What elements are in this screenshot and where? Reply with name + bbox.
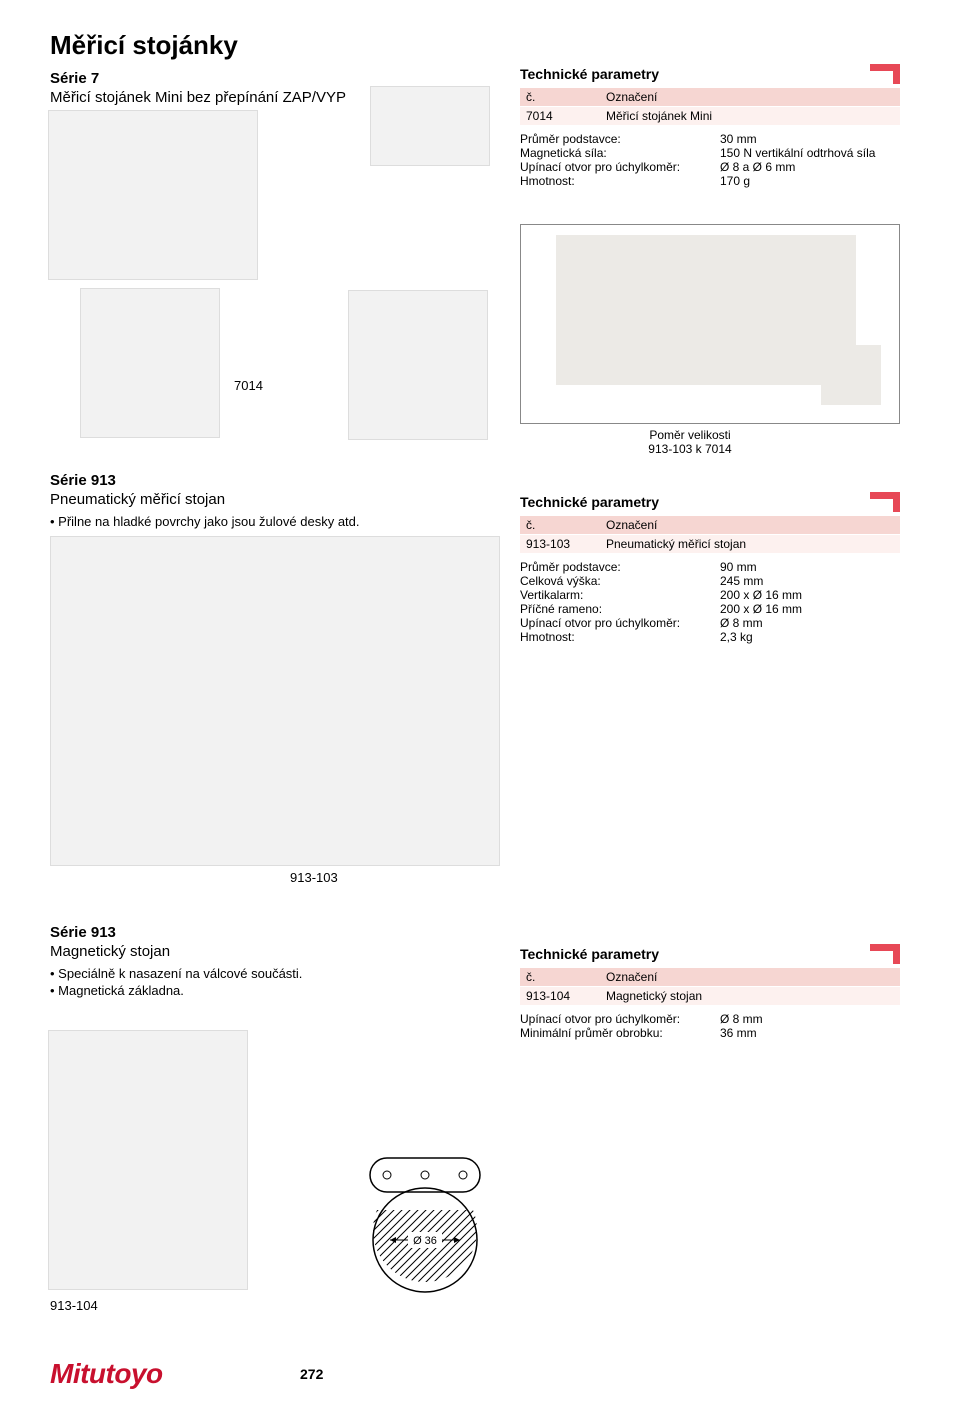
spec-table: č. Označení 913-104 Magnetický stojan <box>520 968 900 1006</box>
table-cell-label: Pneumatický měřicí stojan <box>600 535 900 554</box>
section2-header: Série 913 Pneumatický měřicí stojan • Př… <box>50 472 430 531</box>
size-ratio-box <box>520 224 900 424</box>
table-cell-num: 913-104 <box>520 987 600 1006</box>
product-image-7014 <box>80 288 220 438</box>
spec-table: č. Označení 913-103 Pneumatický měřicí s… <box>520 516 900 554</box>
table-col-label: Označení <box>600 516 900 535</box>
section2-tech-params: Technické parametry č. Označení 913-103 … <box>520 492 900 644</box>
bullet: • Přilne na hladké povrchy jako jsou žul… <box>50 514 430 529</box>
table-col-num: č. <box>520 516 600 535</box>
ratio-caption: Poměr velikosti 913-103 k 7014 <box>630 428 750 456</box>
kv-val: Ø 8 mm <box>720 1012 900 1026</box>
product-image-913-104 <box>48 1030 248 1290</box>
dimension-drawing-7014 <box>348 290 488 440</box>
kv-key: Hmotnost: <box>520 630 720 644</box>
ratio-image-large <box>556 235 856 385</box>
series-title: Série 913 <box>50 472 430 489</box>
kv-val: 200 x Ø 16 mm <box>720 588 900 602</box>
bullet: • Speciálně k nasazení na válcové součás… <box>50 966 430 981</box>
kv-key: Vertikalarm: <box>520 588 720 602</box>
kv-key: Magnetická síla: <box>520 146 720 160</box>
kv-key: Upínací otvor pro úchylkoměr: <box>520 616 720 630</box>
kv-key: Upínací otvor pro úchylkoměr: <box>520 1012 720 1026</box>
table-cell-label: Měřicí stojánek Mini <box>600 107 900 126</box>
corner-mark-icon <box>866 492 900 512</box>
kv-val: 245 mm <box>720 574 900 588</box>
kv-key: Příčné rameno: <box>520 602 720 616</box>
kv-val: Ø 8 mm <box>720 616 900 630</box>
kv-key: Průměr podstavce: <box>520 560 720 574</box>
product-image-mini-stand <box>48 110 258 280</box>
spec-table: č. Označení 7014 Měřicí stojánek Mini <box>520 88 900 126</box>
dimension-drawing-small <box>370 86 490 166</box>
kv-key: Hmotnost: <box>520 174 720 188</box>
corner-mark-icon <box>866 944 900 964</box>
kv-val: 200 x Ø 16 mm <box>720 602 900 616</box>
kv-key: Celková výška: <box>520 574 720 588</box>
product-image-913-103 <box>50 536 500 866</box>
table-col-num: č. <box>520 968 600 987</box>
kv-val: 2,3 kg <box>720 630 900 644</box>
kv-list: Průměr podstavce:30 mm Magnetická síla:1… <box>520 132 900 188</box>
tech-params-heading: Technické parametry <box>520 946 659 962</box>
page-number: 272 <box>300 1366 323 1382</box>
ratio-caption-line2: 913-103 k 7014 <box>648 442 731 456</box>
table-row: 913-104 Magnetický stojan <box>520 987 900 1006</box>
kv-list: Průměr podstavce:90 mm Celková výška:245… <box>520 560 900 644</box>
label-913-104: 913-104 <box>50 1298 98 1313</box>
diameter-diagram: Ø 36 <box>350 1150 500 1300</box>
kv-key: Průměr podstavce: <box>520 132 720 146</box>
series-title: Série 913 <box>50 924 430 941</box>
bullet: • Magnetická základna. <box>50 983 430 998</box>
tech-params-heading: Technické parametry <box>520 66 659 82</box>
table-row: 7014 Měřicí stojánek Mini <box>520 107 900 126</box>
table-row: 913-103 Pneumatický měřicí stojan <box>520 535 900 554</box>
kv-val: Ø 8 a Ø 6 mm <box>720 160 900 174</box>
table-col-label: Označení <box>600 968 900 987</box>
ratio-image-small <box>821 345 881 405</box>
kv-val: 170 g <box>720 174 900 188</box>
tech-params-heading: Technické parametry <box>520 494 659 510</box>
page-title: Měřicí stojánky <box>50 30 900 61</box>
brand-logo: Mitutoyo <box>50 1358 163 1390</box>
kv-val: 150 N vertikální odtrhová síla <box>720 146 900 160</box>
table-col-num: č. <box>520 88 600 107</box>
kv-val: 30 mm <box>720 132 900 146</box>
kv-key: Minimální průměr obrobku: <box>520 1026 720 1040</box>
label-7014: 7014 <box>234 378 263 393</box>
section3-tech-params: Technické parametry č. Označení 913-104 … <box>520 944 900 1040</box>
label-913-103: 913-103 <box>290 870 338 885</box>
table-col-label: Označení <box>600 88 900 107</box>
diagram-label: Ø 36 <box>413 1235 437 1247</box>
section1-tech-params: Technické parametry č. Označení 7014 Měř… <box>520 64 900 188</box>
section3-header: Série 913 Magnetický stojan • Speciálně … <box>50 924 430 1000</box>
ratio-caption-line1: Poměr velikosti <box>649 428 730 442</box>
series-title: Série 7 <box>50 70 430 87</box>
table-cell-num: 7014 <box>520 107 600 126</box>
corner-mark-icon <box>866 64 900 84</box>
table-cell-label: Magnetický stojan <box>600 987 900 1006</box>
kv-val: 36 mm <box>720 1026 900 1040</box>
kv-key: Upínací otvor pro úchylkoměr: <box>520 160 720 174</box>
series-subtitle: Magnetický stojan <box>50 943 430 960</box>
kv-val: 90 mm <box>720 560 900 574</box>
kv-list: Upínací otvor pro úchylkoměr:Ø 8 mm Mini… <box>520 1012 900 1040</box>
series-subtitle: Pneumatický měřicí stojan <box>50 491 430 508</box>
table-cell-num: 913-103 <box>520 535 600 554</box>
